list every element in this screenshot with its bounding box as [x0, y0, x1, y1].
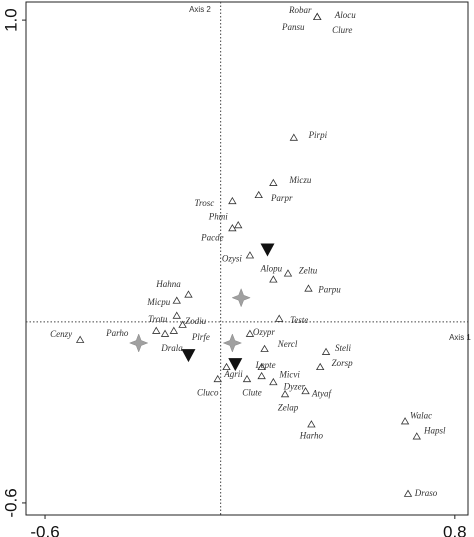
y-tick-label: -0.6 — [1, 488, 20, 517]
y-tick-label: 1.0 — [1, 8, 20, 32]
species-label: Parho — [105, 328, 129, 338]
species-point — [234, 221, 243, 229]
species-label: Agrii — [223, 369, 243, 379]
star-point — [128, 333, 149, 353]
species-point — [260, 344, 269, 352]
species-label: Drala — [160, 343, 183, 353]
species-point — [400, 417, 410, 425]
species-point — [245, 251, 255, 259]
species-label: Trotu — [148, 314, 168, 324]
species-point — [228, 196, 237, 205]
species-label: Ozysi — [222, 254, 242, 264]
species-label: Clure — [332, 25, 352, 35]
species-label: Steli — [335, 343, 351, 353]
species-label: Parpu — [317, 285, 341, 295]
species-point — [257, 371, 266, 380]
species-point — [289, 133, 299, 141]
species-label: Draso — [414, 488, 438, 498]
species-label: Walac — [410, 411, 432, 421]
species-point — [280, 390, 290, 398]
species-label: Phmi — [208, 211, 228, 221]
species-point — [304, 284, 313, 292]
species-label: Pirpi — [308, 130, 328, 140]
species-point — [172, 311, 181, 319]
species-label: Zeltu — [299, 266, 318, 276]
centroid-point — [181, 349, 196, 363]
species-label: Alocu — [334, 10, 356, 20]
centroid-point — [228, 358, 243, 372]
centroid-point — [260, 243, 275, 257]
y-axis-label: Axis 2 — [189, 5, 211, 14]
species-point — [152, 326, 161, 334]
species-label: Dyzer — [283, 381, 306, 391]
species-point — [184, 290, 193, 298]
species-label: Nercl — [277, 339, 298, 349]
species-point — [254, 190, 263, 199]
species-point — [222, 362, 231, 371]
species-point — [275, 314, 284, 322]
species-point — [242, 374, 252, 383]
species-label: Zelap — [278, 402, 299, 412]
species-label: Cluco — [197, 387, 219, 397]
species-point — [412, 432, 421, 440]
species-label: Plrfe — [191, 332, 210, 342]
species-label: Pansu — [281, 22, 305, 32]
species-label: Teste — [290, 315, 308, 325]
species-point — [321, 347, 331, 355]
species-point — [257, 362, 266, 371]
species-label: Robar — [288, 5, 312, 15]
species-label: Hahna — [155, 279, 181, 289]
species-point — [228, 224, 237, 232]
species-label: Cenzy — [50, 329, 72, 339]
species-label: Micvi — [278, 369, 300, 379]
species-label: Miczu — [288, 175, 311, 185]
species-label: Pacde — [200, 232, 224, 242]
species-point — [75, 335, 85, 343]
species-label: Trosc — [195, 198, 215, 208]
species-label: Alopu — [260, 264, 283, 274]
species-point — [307, 420, 316, 428]
species-point — [269, 377, 278, 386]
species-label: Clute — [242, 387, 262, 397]
species-point — [403, 489, 413, 497]
x-tick-label: -0.6 — [30, 522, 59, 537]
species-label: Harho — [299, 431, 324, 441]
x-tick-label: 0.8 — [443, 522, 467, 537]
plot-frame — [25, 1, 469, 516]
species-point — [269, 275, 278, 283]
star-point — [231, 288, 251, 308]
species-point — [245, 329, 255, 337]
species-point — [269, 178, 278, 186]
species-point — [178, 320, 187, 328]
species-point — [301, 386, 310, 395]
species-point — [283, 269, 293, 277]
species-label: Parpr — [270, 193, 293, 203]
species-label: Zorsp — [332, 358, 354, 368]
species-point — [213, 374, 222, 383]
species-point — [169, 326, 179, 334]
star-point — [222, 333, 243, 353]
species-point — [315, 362, 325, 371]
species-label: Ozypr — [253, 327, 275, 337]
species-label: Atyaf — [311, 388, 332, 398]
species-point — [160, 329, 170, 337]
species-point — [172, 296, 181, 304]
species-label: Zodiu — [185, 316, 207, 326]
species-label: Micpu — [146, 297, 170, 307]
species-point — [313, 12, 322, 20]
species-label: Hapsl — [423, 426, 446, 436]
x-axis-label: Axis 1 — [449, 333, 471, 342]
species-label: Lepte — [255, 360, 276, 370]
